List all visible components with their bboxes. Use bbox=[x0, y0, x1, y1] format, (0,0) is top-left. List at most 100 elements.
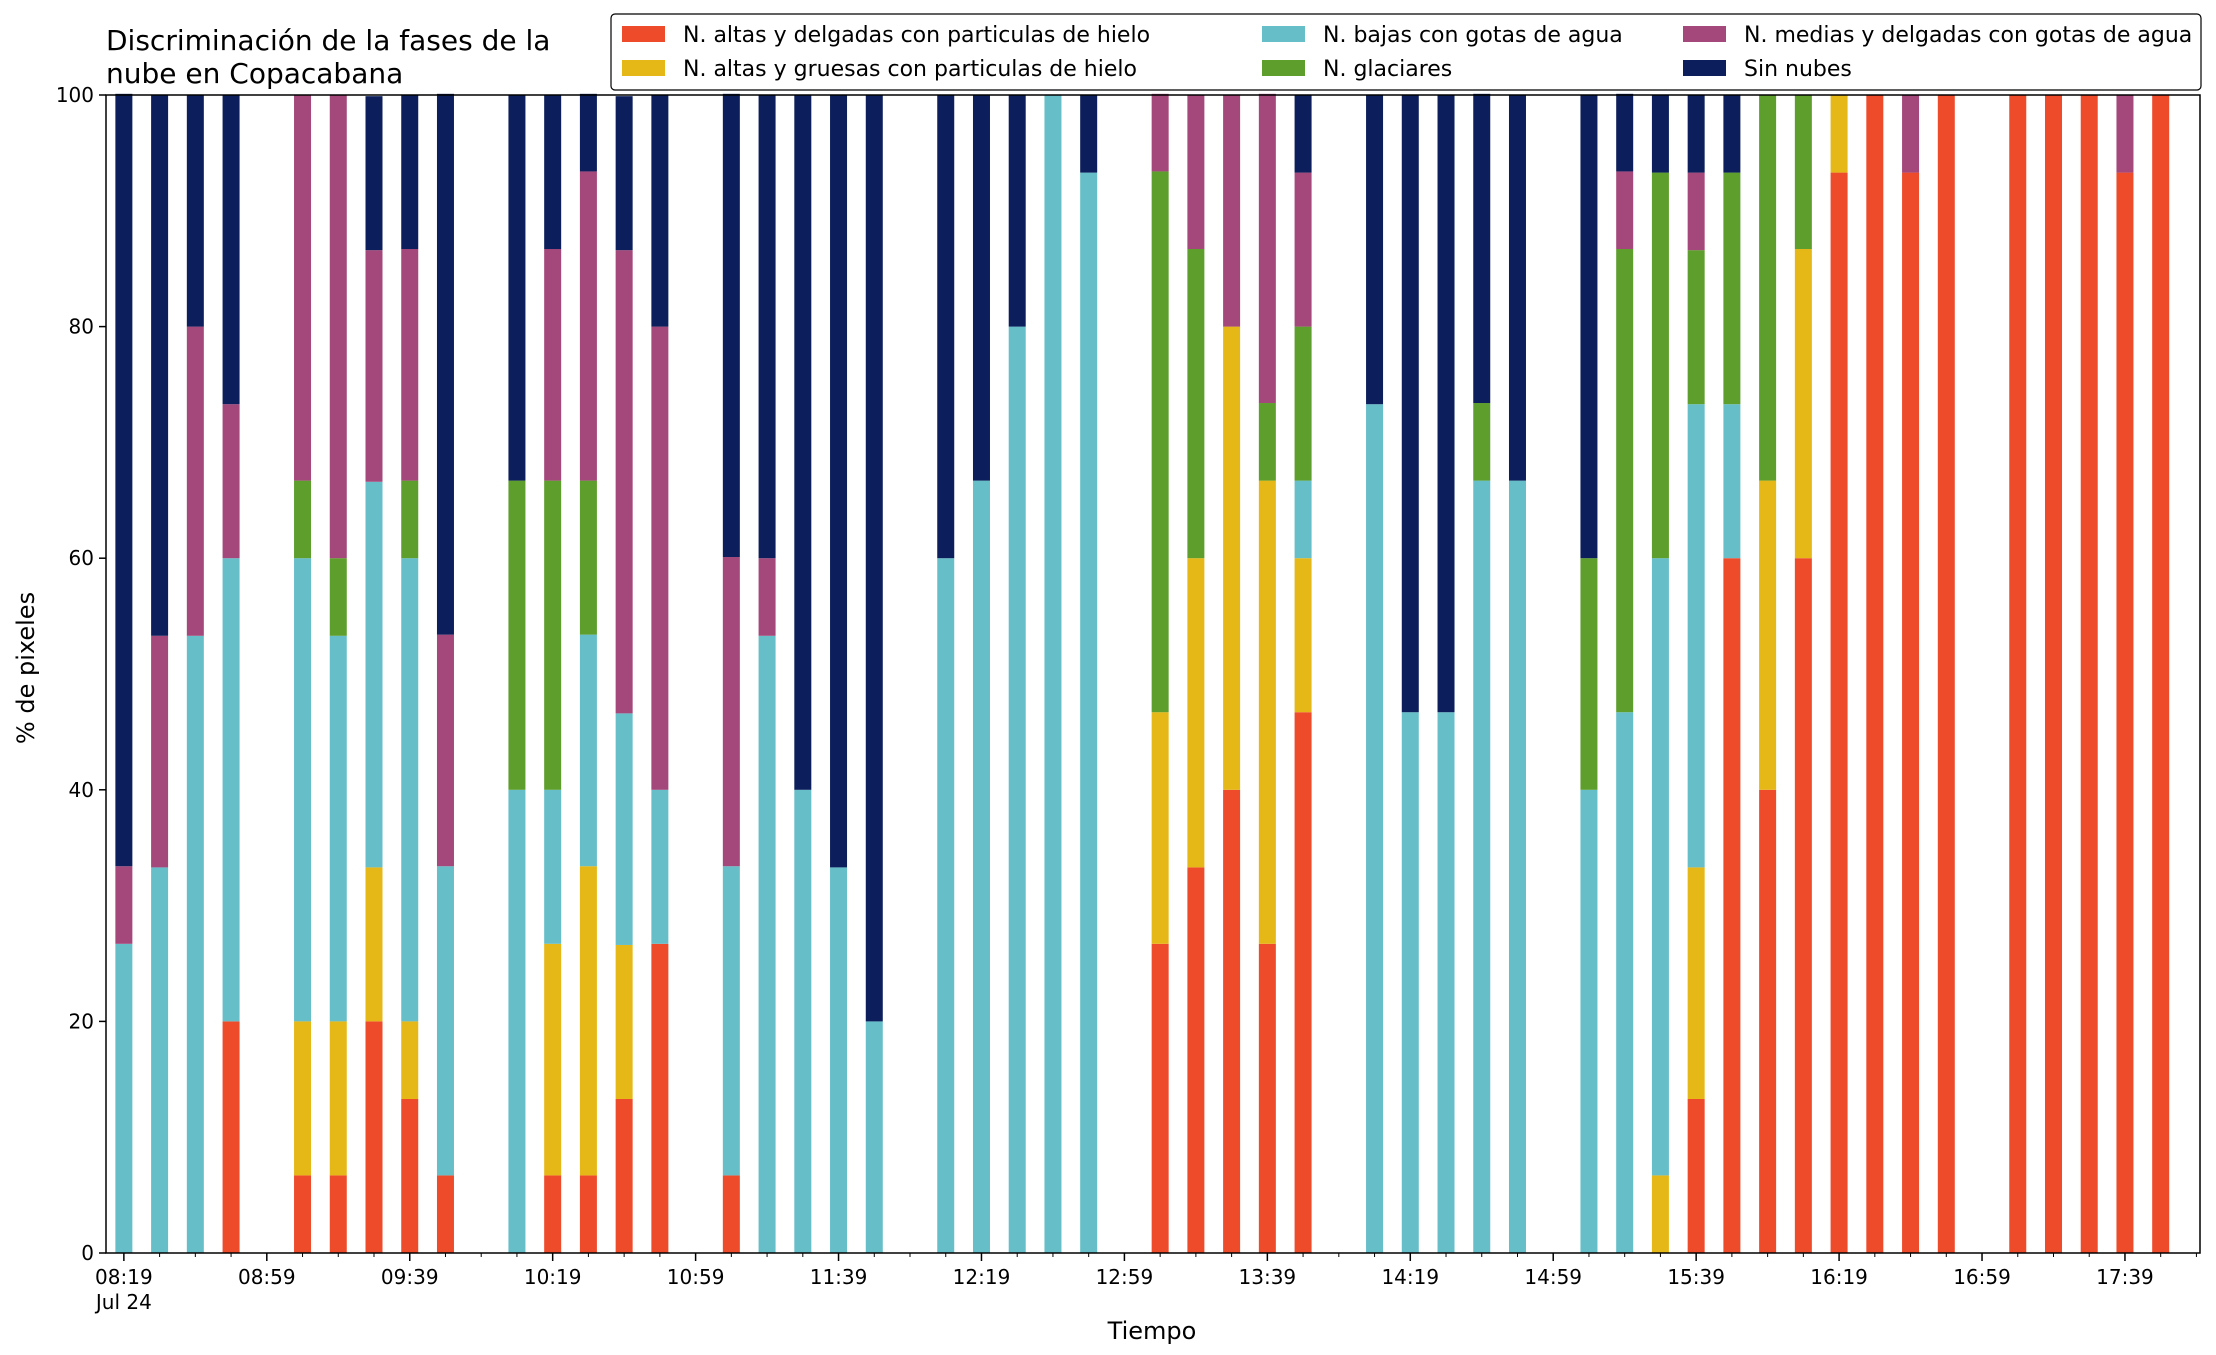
legend-swatch-3 bbox=[1262, 60, 1305, 76]
bar-segment-7-5 bbox=[401, 95, 419, 250]
bar-segment-10-2 bbox=[544, 789, 562, 944]
bar-segment-44-0 bbox=[1937, 95, 1955, 1253]
bar-segment-10-0 bbox=[544, 1175, 562, 1253]
bar-segment-35-3 bbox=[1616, 249, 1634, 713]
bar-segment-3-0 bbox=[222, 1021, 240, 1253]
x-tick-label-0: 08:19 bbox=[95, 1265, 153, 1289]
bar-segment-8-4 bbox=[436, 634, 454, 867]
legend-swatch-4 bbox=[1683, 26, 1726, 42]
bar-segment-6-2 bbox=[365, 481, 383, 868]
bar-segment-35-2 bbox=[1616, 712, 1634, 1253]
bar-segment-4-3 bbox=[294, 480, 312, 559]
bar-segment-12-4 bbox=[615, 250, 633, 714]
bar-segment-21-5 bbox=[1008, 95, 1026, 327]
bar-segment-3-4 bbox=[222, 404, 240, 559]
bar-segment-11-1 bbox=[579, 866, 597, 1176]
bar-segment-24-0 bbox=[1151, 943, 1169, 1253]
bar-segment-9-3 bbox=[508, 480, 526, 790]
bar-segment-10-3 bbox=[544, 480, 562, 790]
y-tick-label-2: 40 bbox=[69, 778, 94, 802]
bar-segment-4-1 bbox=[294, 1021, 312, 1176]
bar-segment-12-5 bbox=[615, 96, 633, 251]
bar-segment-13-2 bbox=[651, 789, 669, 944]
bar-segment-25-3 bbox=[1187, 249, 1205, 559]
x-tick-label-12: 16:19 bbox=[1810, 1265, 1868, 1289]
bar-segment-47-0 bbox=[2080, 95, 2098, 1253]
x-tick-sublabel: Jul 24 bbox=[94, 1290, 152, 1314]
legend-label-4: N. medias y delgadas con gotas de agua bbox=[1744, 23, 2192, 48]
bar-segment-39-3 bbox=[1759, 95, 1777, 481]
bar-segment-15-2 bbox=[758, 635, 776, 1253]
bar-segment-26-4 bbox=[1223, 95, 1241, 327]
bar-segment-36-1 bbox=[1651, 1175, 1669, 1253]
bar-segment-40-0 bbox=[1794, 558, 1812, 1253]
bar-segment-2-4 bbox=[186, 326, 204, 636]
bar-segment-10-1 bbox=[544, 943, 562, 1176]
bar-segment-4-0 bbox=[294, 1175, 312, 1253]
bar-segment-39-0 bbox=[1759, 789, 1777, 1253]
y-tick-label-1: 20 bbox=[69, 1009, 94, 1033]
bar-segment-16-2 bbox=[794, 789, 812, 1253]
bar-segment-31-5 bbox=[1437, 95, 1455, 713]
bar-segment-28-4 bbox=[1294, 172, 1312, 327]
bar-segment-10-5 bbox=[544, 95, 562, 250]
bar-segment-40-1 bbox=[1794, 249, 1812, 559]
bar-segment-38-0 bbox=[1723, 558, 1741, 1253]
bar-segment-20-2 bbox=[972, 480, 990, 1253]
bar-segment-9-2 bbox=[508, 789, 526, 1253]
bar-segment-6-5 bbox=[365, 96, 383, 251]
bar-segment-37-4 bbox=[1687, 172, 1705, 251]
bar-segment-11-0 bbox=[579, 1175, 597, 1253]
bar-segment-27-3 bbox=[1258, 403, 1276, 481]
bar-segment-32-5 bbox=[1473, 93, 1491, 404]
bar-segment-37-0 bbox=[1687, 1098, 1705, 1253]
bar-segment-42-0 bbox=[1866, 95, 1884, 1253]
bar-segment-48-4 bbox=[2116, 95, 2134, 173]
bar-segment-29-2 bbox=[1366, 404, 1384, 1253]
bar-segment-5-3 bbox=[329, 558, 347, 636]
bar-segment-27-1 bbox=[1258, 480, 1276, 944]
x-tick-label-4: 10:59 bbox=[667, 1265, 725, 1289]
bar-segment-3-2 bbox=[222, 558, 240, 1022]
x-tick-label-14: 17:39 bbox=[2096, 1265, 2154, 1289]
bar-segment-36-2 bbox=[1651, 558, 1669, 1176]
bar-segment-15-5 bbox=[758, 95, 776, 559]
bar-segment-38-2 bbox=[1723, 404, 1741, 559]
bar-segment-26-0 bbox=[1223, 789, 1241, 1253]
bar-segment-22-2 bbox=[1044, 95, 1062, 1253]
bar-segment-5-2 bbox=[329, 635, 347, 1022]
x-axis: 08:19 08:59 09:39 10:19 10:59 11:39 12:19 12:59… bbox=[94, 1253, 2197, 1314]
bar-segment-18-2 bbox=[865, 1021, 883, 1253]
bar-segment-8-2 bbox=[436, 866, 454, 1176]
bar-segment-17-2 bbox=[830, 867, 848, 1253]
bar-segment-17-5 bbox=[830, 95, 848, 868]
bar-segment-2-2 bbox=[186, 635, 204, 1253]
bar-segment-33-2 bbox=[1508, 480, 1526, 1253]
bar-segment-43-0 bbox=[1902, 172, 1920, 1254]
x-tick-label-1: 08:59 bbox=[238, 1265, 296, 1289]
bar-segment-11-4 bbox=[579, 171, 597, 481]
bar-segment-28-5 bbox=[1294, 95, 1312, 173]
bar-segment-0-4 bbox=[115, 866, 133, 944]
bar-segment-26-1 bbox=[1223, 326, 1241, 790]
plot-frame bbox=[105, 94, 2201, 1254]
x-tick-label-9: 14:19 bbox=[1381, 1265, 1439, 1289]
legend-label-1: N. altas y gruesas con particulas de hie… bbox=[683, 57, 1137, 82]
y-tick-label-3: 60 bbox=[69, 546, 94, 570]
legend-box bbox=[610, 13, 2202, 91]
x-tick-label-6: 12:19 bbox=[953, 1265, 1011, 1289]
bar-segment-24-4 bbox=[1151, 93, 1169, 172]
bar-segment-38-3 bbox=[1723, 172, 1741, 405]
bar-segment-13-0 bbox=[651, 943, 669, 1253]
bar-segment-40-3 bbox=[1794, 95, 1812, 250]
bar-segment-12-0 bbox=[615, 1098, 633, 1253]
bar-segment-28-0 bbox=[1294, 712, 1312, 1253]
legend-swatch-1 bbox=[622, 60, 665, 76]
bar-segment-20-5 bbox=[972, 95, 990, 481]
x-tick-label-7: 12:59 bbox=[1096, 1265, 1154, 1289]
bar-segment-45-0 bbox=[2009, 95, 2027, 1253]
bars-layer bbox=[115, 93, 2170, 1254]
bar-segment-11-3 bbox=[579, 480, 597, 635]
legend-label-0: N. altas y delgadas con particulas de hi… bbox=[683, 23, 1150, 48]
